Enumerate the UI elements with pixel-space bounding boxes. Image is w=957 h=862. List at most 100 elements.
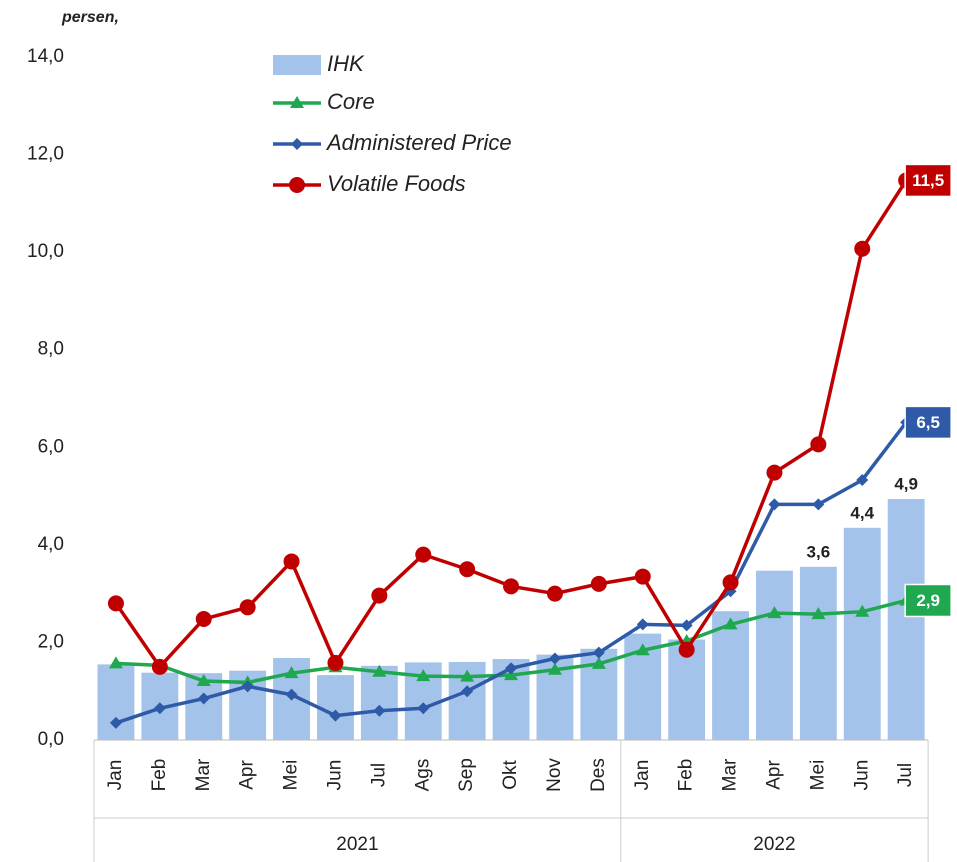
- legend-label: IHK: [327, 51, 365, 76]
- bar: [843, 527, 881, 740]
- data-label: 6,5: [916, 413, 940, 432]
- x-tick-label: Mei: [281, 760, 302, 791]
- x-tick-label: Ags: [412, 759, 433, 792]
- point: [291, 138, 303, 150]
- point: [547, 662, 562, 675]
- data-label: 4,4: [850, 503, 874, 522]
- bar: [360, 665, 398, 740]
- point: [459, 561, 476, 578]
- point: [592, 646, 605, 659]
- point: [372, 664, 387, 677]
- x-tick-label: Apr: [237, 760, 258, 790]
- y-tick-label: 10,0: [27, 241, 64, 262]
- y-tick-label: 12,0: [27, 144, 64, 165]
- point: [766, 464, 783, 481]
- x-tick-label: Mar: [720, 758, 741, 791]
- y-axis-label: persen,: [61, 9, 119, 26]
- point: [109, 716, 122, 729]
- x-tick-label: Feb: [149, 759, 170, 792]
- y-tick-label: 2,0: [38, 631, 64, 652]
- point: [635, 643, 650, 656]
- x-tick-label: Des: [588, 758, 609, 792]
- legend-label: Administered Price: [325, 130, 512, 155]
- point: [767, 606, 782, 619]
- data-label-box: [904, 405, 952, 440]
- point: [855, 604, 870, 617]
- point: [811, 607, 826, 620]
- legend-label: Core: [327, 89, 375, 114]
- point: [329, 709, 342, 722]
- x-tick-label: Jun: [324, 760, 345, 791]
- data-label: 2,9: [916, 591, 940, 610]
- point: [856, 473, 869, 486]
- point: [548, 652, 561, 665]
- point: [108, 656, 123, 669]
- data-label-box: [904, 163, 952, 198]
- y-tick-label: 6,0: [38, 436, 64, 457]
- point: [373, 704, 386, 717]
- point: [678, 641, 695, 658]
- y-tick-label: 0,0: [38, 729, 64, 750]
- point: [197, 692, 210, 705]
- point: [196, 673, 211, 686]
- point: [591, 656, 606, 669]
- point: [415, 546, 432, 563]
- x-tick-label: Jan: [105, 760, 126, 791]
- point: [768, 498, 781, 511]
- x-tick-label: Apr: [763, 760, 784, 790]
- x-tick-label: Nov: [544, 758, 565, 792]
- point: [327, 654, 344, 671]
- point: [636, 618, 649, 631]
- point: [810, 436, 827, 453]
- x-tick-label: Jul: [368, 763, 389, 787]
- point: [505, 662, 518, 675]
- point: [812, 498, 825, 511]
- y-tick-label: 4,0: [38, 534, 64, 555]
- bar: [887, 498, 925, 740]
- x-tick-label: Feb: [676, 759, 697, 792]
- point: [151, 658, 168, 675]
- legend-label: Volatile Foods: [327, 171, 466, 196]
- point: [195, 611, 212, 628]
- point: [680, 619, 693, 632]
- bar: [317, 675, 354, 740]
- x-tick-label: Jun: [851, 760, 872, 791]
- point: [460, 669, 475, 682]
- point: [289, 177, 305, 193]
- point: [153, 702, 166, 715]
- x-tick-label: Jul: [895, 763, 916, 787]
- x-tick-label: Mar: [193, 758, 214, 791]
- point: [239, 599, 256, 616]
- point: [283, 553, 300, 570]
- point: [854, 240, 871, 257]
- x-tick-label: Okt: [500, 760, 521, 790]
- point: [461, 685, 474, 698]
- x-tick-label: Mei: [807, 760, 828, 791]
- bar: [799, 566, 837, 740]
- point: [285, 688, 298, 701]
- point: [722, 574, 739, 591]
- point: [416, 669, 431, 682]
- point: [590, 575, 607, 592]
- group-label: 2022: [753, 834, 795, 855]
- bar: [712, 611, 749, 740]
- point: [723, 617, 738, 630]
- point: [371, 587, 388, 604]
- x-tick-label: Sep: [456, 758, 477, 792]
- point: [417, 702, 430, 715]
- group-label: 2021: [336, 834, 378, 855]
- data-label: 11,5: [912, 171, 944, 190]
- data-label: 3,6: [807, 542, 831, 561]
- bar: [756, 570, 793, 740]
- point: [290, 96, 304, 108]
- point: [107, 595, 124, 612]
- point: [634, 568, 651, 585]
- point: [284, 666, 299, 679]
- data-label-box: [904, 583, 952, 618]
- y-tick-label: 14,0: [27, 46, 64, 67]
- legend-swatch: [273, 55, 321, 75]
- x-tick-label: Jan: [632, 760, 653, 791]
- point: [241, 680, 254, 693]
- point: [503, 578, 520, 595]
